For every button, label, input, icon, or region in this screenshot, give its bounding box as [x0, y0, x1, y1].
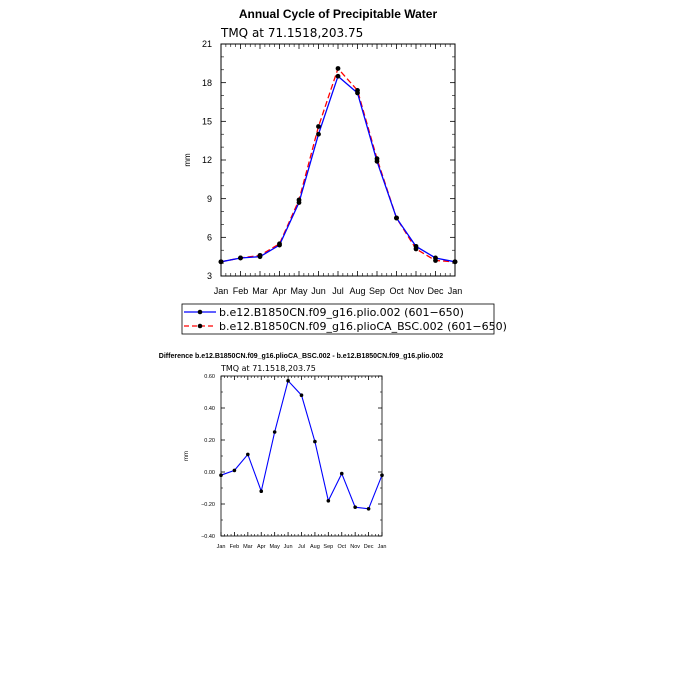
legend-label-series-1: b.e12.B1850CN.f09_g16.plio.002 (601−650): [219, 306, 464, 319]
y-tick-label: 21: [202, 39, 212, 49]
y-tick-label: 0.00: [204, 470, 215, 476]
x-tick-label: Apr: [257, 544, 266, 550]
x-tick-label: Aug: [310, 544, 320, 550]
difference-chart: Difference b.e12.B1850CN.f09_g16.plioCA_…: [159, 353, 444, 550]
data-point: [374, 156, 380, 162]
x-tick-label: Sep: [323, 544, 333, 550]
y-tick-label: 9: [207, 194, 212, 204]
x-tick-label: Jan: [214, 286, 229, 296]
y-tick-label: 0.60: [204, 374, 215, 380]
x-tick-label: Mar: [243, 544, 253, 550]
data-point: [218, 259, 224, 265]
x-tick-label: Jun: [311, 286, 326, 296]
axes: Jan Feb Mar Apr May Jun Jul Aug Sep Oct Nov Dec Jan3…: [202, 39, 462, 296]
y-tick-label: 3: [207, 271, 212, 281]
data-point: [339, 471, 344, 476]
axes: Jan Feb Mar Apr May Jun Jul Aug Sep Oct Nov Dec Jan−…: [201, 374, 386, 550]
series-group: [218, 66, 458, 265]
x-tick-label: Apr: [272, 286, 286, 296]
series-line-1: [220, 379, 383, 510]
y-tick-label: 12: [202, 155, 212, 165]
chart-subtitle: TMQ at 71.1518,203.75: [220, 364, 316, 373]
x-tick-label: Nov: [350, 544, 360, 550]
data-point: [238, 255, 243, 261]
y-axis-label: mm: [183, 153, 192, 167]
legend-box: [181, 303, 495, 335]
y-tick-label: 6: [207, 232, 212, 242]
data-point: [355, 88, 360, 93]
x-tick-label: Jul: [298, 544, 305, 550]
x-tick-label: Sep: [369, 286, 385, 296]
chart-title: Annual Cycle of Precipitable Water: [239, 7, 438, 21]
data-point: [299, 393, 304, 398]
y-tick-label: 15: [202, 116, 212, 126]
data-point: [452, 259, 458, 265]
legend-marker-series-1: [197, 309, 203, 315]
x-tick-label: Nov: [408, 286, 425, 296]
data-point: [232, 468, 237, 473]
x-tick-label: Oct: [389, 286, 404, 296]
x-tick-label: Feb: [233, 286, 249, 296]
data-point: [433, 258, 438, 263]
legend: b.e12.B1850CN.f09_g16.plio.002 (601−650)…: [181, 303, 507, 335]
data-point: [394, 215, 399, 221]
data-point: [257, 252, 263, 258]
data-point: [316, 131, 321, 137]
y-tick-label: 18: [202, 78, 212, 88]
data-point: [326, 499, 331, 503]
data-point: [413, 246, 419, 252]
data-point: [296, 197, 302, 203]
y-tick-label: 0.20: [204, 438, 215, 444]
data-point: [335, 73, 341, 79]
x-tick-label: Oct: [337, 544, 346, 550]
x-tick-label: Aug: [349, 286, 365, 296]
x-tick-label: Jul: [332, 286, 344, 296]
x-tick-label: Mar: [252, 286, 268, 296]
data-point: [316, 124, 321, 129]
chart-subtitle: TMQ at 71.1518,203.75: [220, 26, 363, 40]
x-tick-label: Jan: [448, 286, 463, 296]
data-point: [353, 505, 357, 510]
data-point: [366, 507, 371, 511]
series-group: [219, 379, 384, 511]
x-tick-label: Jan: [378, 544, 387, 550]
plot-frame: [220, 375, 383, 537]
y-axis-label: mm: [184, 451, 190, 461]
legend-marker-series-2: [197, 323, 203, 329]
annual-cycle-chart: Annual Cycle of Precipitable Water TMQ a…: [181, 7, 507, 335]
x-tick-label: Jan: [217, 544, 226, 550]
legend-label-series-2: b.e12.B1850CN.f09_g16.plioCA_BSC.002 (60…: [219, 320, 507, 333]
x-tick-label: Feb: [230, 544, 239, 550]
data-point: [335, 66, 341, 71]
data-point: [219, 473, 223, 478]
x-tick-label: Jun: [284, 544, 293, 550]
x-tick-label: Dec: [364, 544, 374, 550]
data-point: [277, 241, 282, 247]
series-line-2: [220, 67, 456, 263]
series-line-1: [220, 75, 456, 263]
chart-title: Difference b.e12.B1850CN.f09_g16.plioCA_…: [159, 353, 444, 360]
data-point: [286, 379, 290, 383]
plot-frame: [220, 43, 456, 277]
x-tick-label: May: [290, 286, 308, 296]
data-point: [313, 439, 317, 444]
data-point: [272, 430, 277, 434]
data-point: [380, 473, 384, 478]
y-tick-label: −0.40: [201, 534, 215, 540]
x-tick-label: May: [269, 544, 280, 550]
data-point: [246, 452, 250, 457]
y-tick-label: −0.20: [201, 502, 215, 508]
x-tick-label: Dec: [427, 286, 444, 296]
y-tick-label: 0.40: [204, 406, 215, 412]
data-point: [259, 489, 264, 494]
